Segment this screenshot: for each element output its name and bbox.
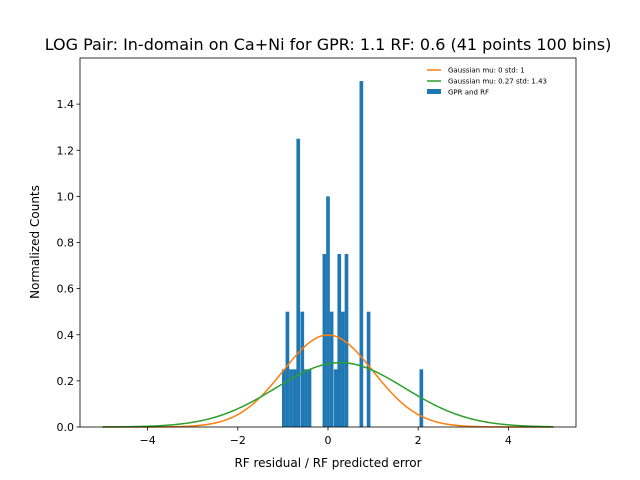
histogram-bar-14 [344,254,349,427]
y-tick-label-6: 1.2 [57,144,75,157]
x-tick-label-3: 2 [415,434,422,447]
x-axis-label: RF residual / RF predicted error [234,456,421,470]
histogram-bar-12 [337,254,342,427]
plot-area: −4 −2 0 2 4 0.0 0.2 0.4 0.6 0.8 1.0 1.2 1.4 [57,57,577,447]
histogram-bar-1 [285,311,290,427]
x-tick-label-4: 4 [505,434,512,447]
y-tick-label-3: 0.6 [57,283,75,296]
y-tick-label-2: 0.4 [57,329,75,342]
histogram-bar-6 [304,369,308,427]
chart-title: LOG Pair: In-domain on Ca+Ni for GPR: 1.… [45,35,612,54]
y-axis-label: Normalized Counts [28,185,42,299]
legend-label-1: Gaussian mu: 0.27 std: 1.43 [448,78,547,86]
y-tick-label-7: 1.4 [57,98,75,111]
y-tick-label-4: 0.8 [57,237,75,250]
legend-swatch-2 [427,89,441,94]
x-tick-label-0: −4 [140,434,156,447]
y-tick-label-0: 0.0 [57,421,75,434]
histogram-bar-4 [296,138,301,427]
histogram-bar-2 [289,369,293,427]
histogram-bar-3 [292,369,297,427]
x-tick-label-1: −2 [230,434,246,447]
histogram-bar-5 [300,311,305,427]
histogram-bar-7 [307,369,312,427]
y-tick-label-1: 0.2 [57,375,75,388]
legend-label-0: Gaussian mu: 0 std: 1 [448,67,525,75]
histogram-bar-8 [322,254,327,427]
legend-label-2: GPR and RF [448,89,489,97]
histogram-bar-0 [281,369,286,427]
x-tick-label-2: 0 [325,434,332,447]
histogram-bar-9 [326,196,330,428]
histogram-bar-13 [341,311,345,427]
histogram-bar-15 [359,81,364,427]
legend: Gaussian mu: 0 std: 1 Gaussian mu: 0.27 s… [427,67,547,97]
histogram-bar-10 [329,311,334,427]
histogram-bar-11 [333,369,338,427]
y-tick-label-5: 1.0 [57,190,75,203]
gaussian-line-1 [102,361,554,428]
